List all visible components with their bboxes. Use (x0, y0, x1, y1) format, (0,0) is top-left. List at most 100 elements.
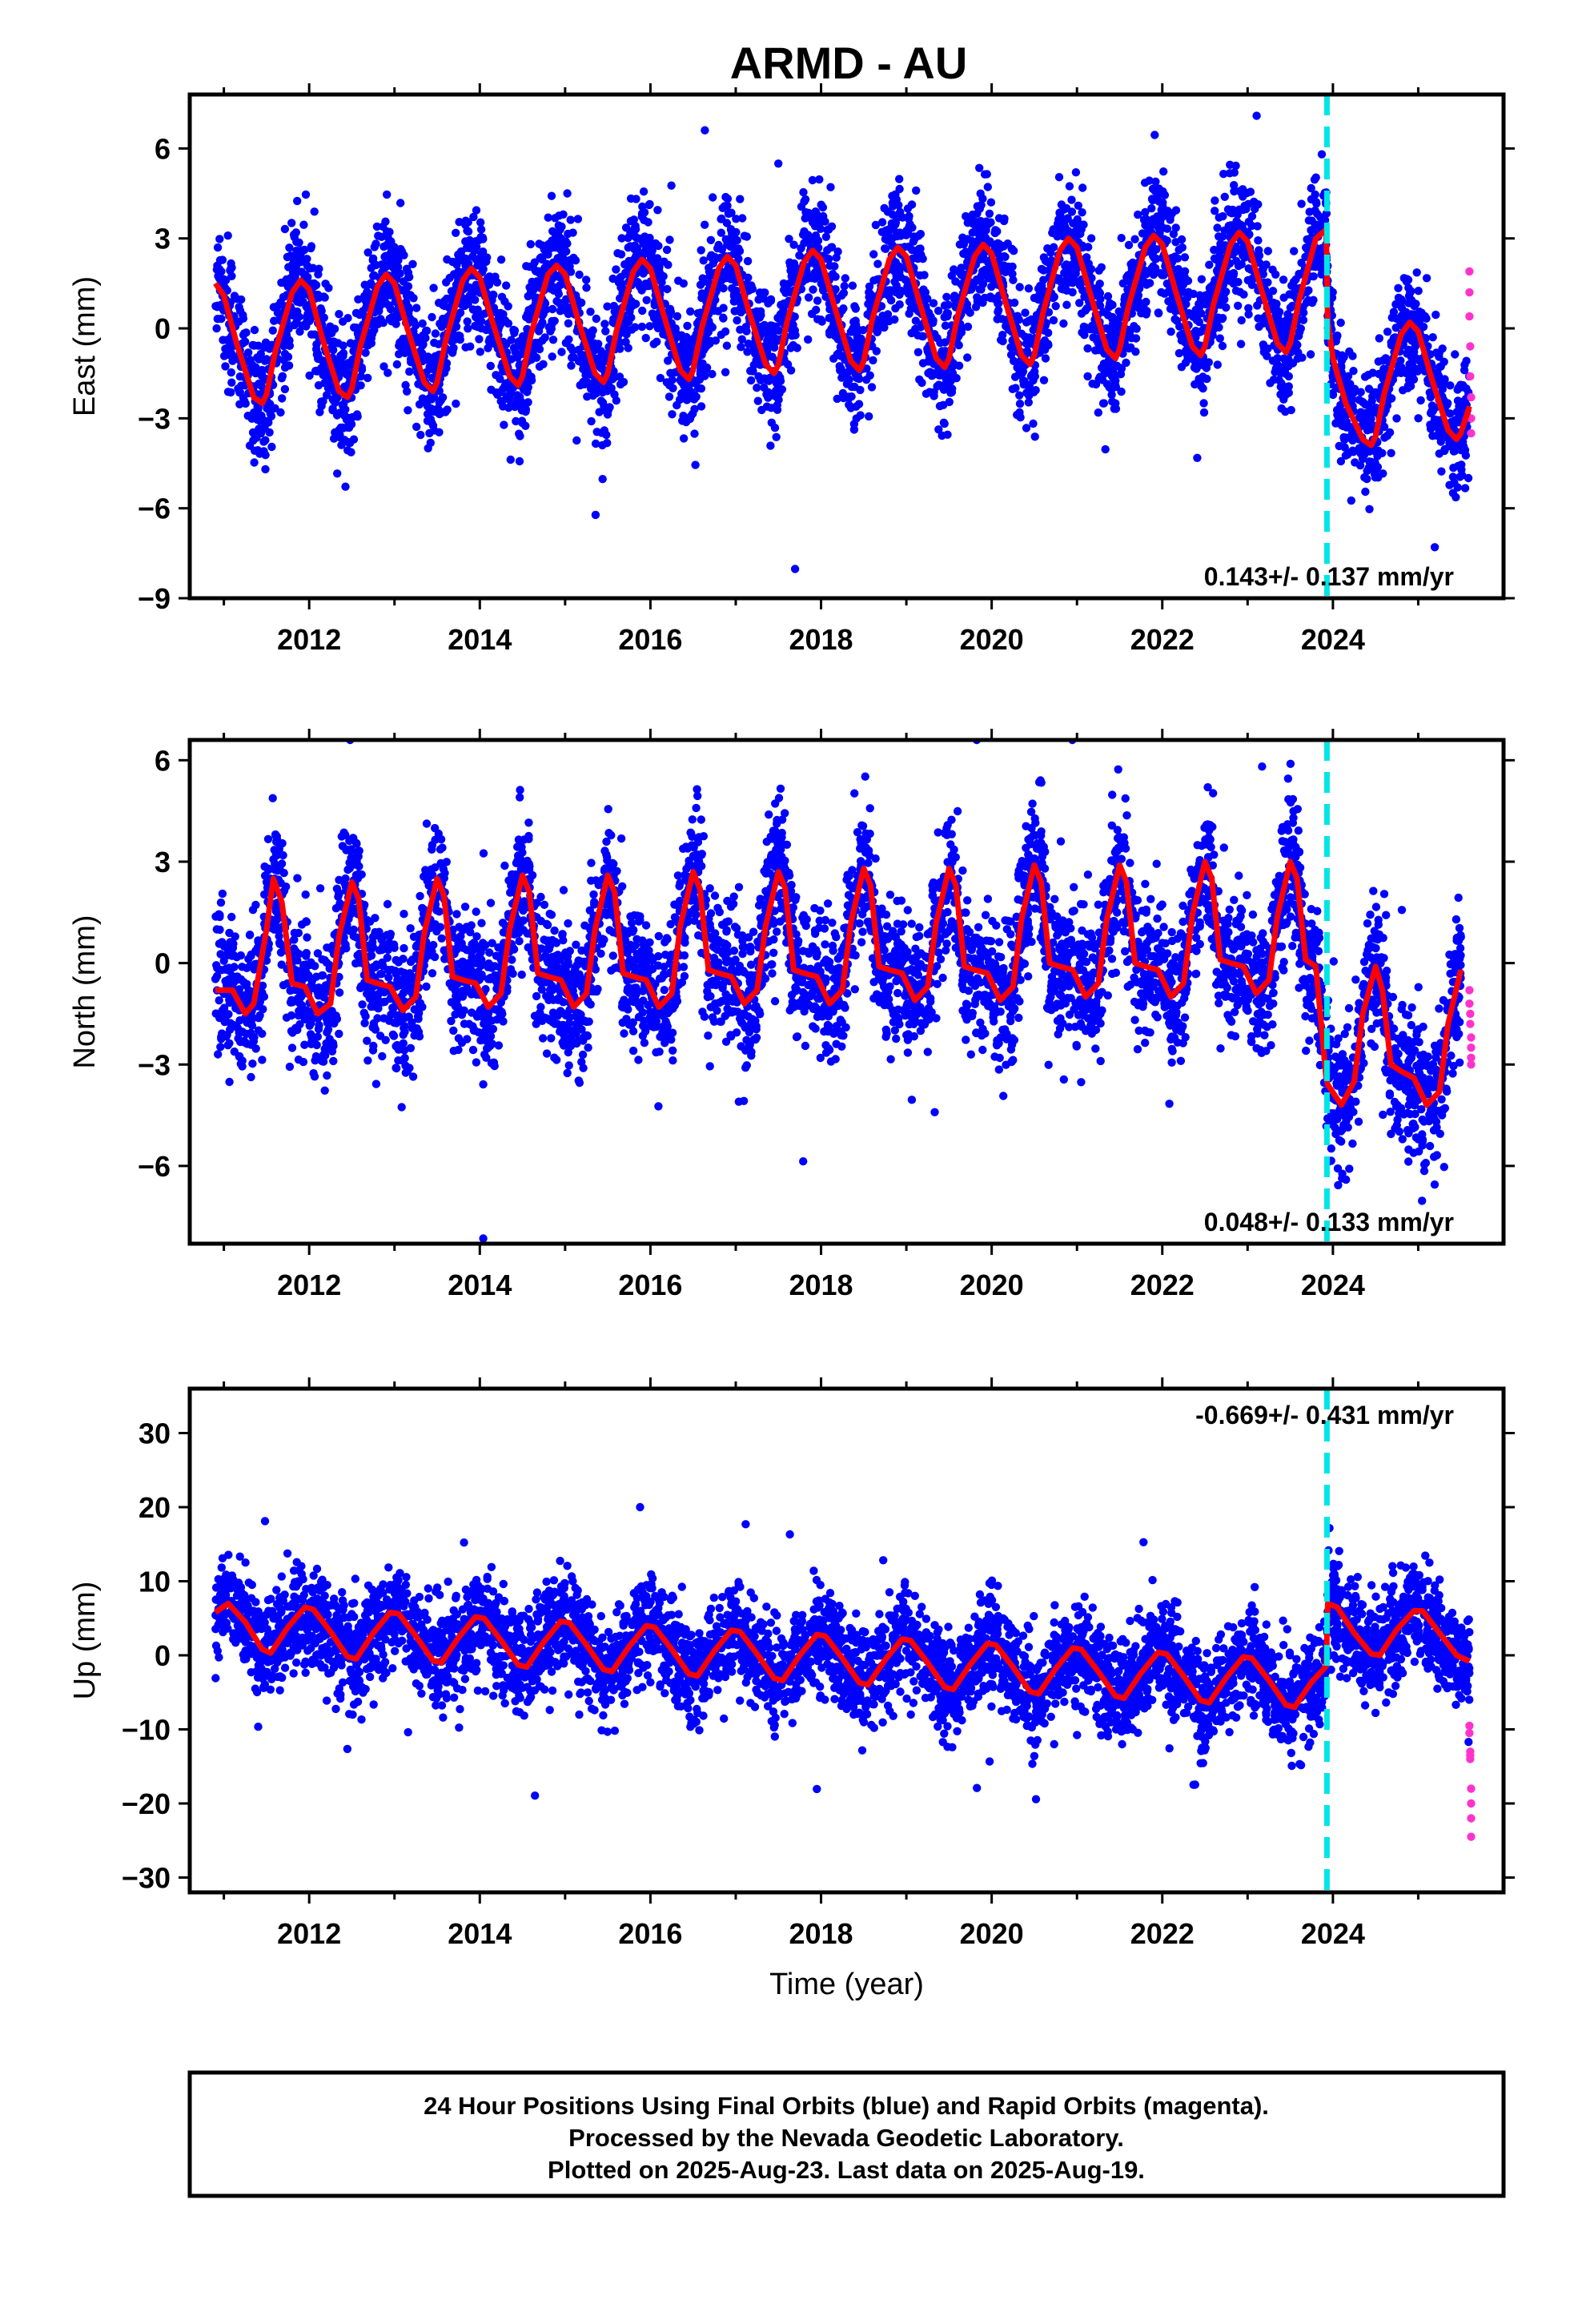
data-point-final (1404, 345, 1413, 354)
data-point-final (1067, 195, 1076, 204)
data-point-final (971, 303, 981, 312)
data-point-final (894, 262, 904, 271)
data-point-final (889, 202, 897, 211)
data-point-final (1295, 328, 1304, 336)
data-point-final (598, 398, 608, 407)
data-point-final (1303, 235, 1311, 244)
data-point-final (786, 366, 796, 375)
data-point-final (804, 335, 813, 344)
data-point-final (696, 370, 705, 379)
data-point-final (517, 416, 527, 425)
data-point-final (973, 293, 982, 302)
data-point-final (1211, 207, 1219, 215)
data-point-final (250, 325, 259, 335)
data-point-final (293, 196, 302, 206)
data-point-final (905, 287, 915, 296)
data-point-final (1094, 375, 1103, 384)
data-point-final (1076, 229, 1085, 239)
data-point-final (215, 235, 224, 243)
data-point-final (963, 353, 972, 362)
data-point-final (1431, 310, 1440, 320)
data-point-final (1117, 387, 1126, 396)
data-point-final (333, 469, 342, 478)
data-point-final (804, 293, 813, 302)
data-point-final (1437, 467, 1446, 476)
data-point-final (935, 401, 945, 411)
data-point-final (468, 305, 478, 314)
data-point-final (1046, 248, 1055, 257)
data-point-final (324, 283, 333, 292)
data-point-final (472, 206, 481, 215)
data-point-final (913, 348, 923, 356)
data-point-final (1026, 372, 1036, 380)
data-point-final (1065, 182, 1074, 191)
data-point-final (1015, 400, 1025, 408)
data-point-final (496, 255, 506, 264)
data-point-final (1228, 205, 1237, 215)
data-point-final (582, 283, 591, 292)
data-point-final (1215, 213, 1223, 222)
data-point-final (923, 294, 932, 304)
data-point-final (954, 267, 964, 276)
data-point-final (1205, 293, 1215, 302)
data-point-final (254, 404, 263, 414)
data-point-final (1391, 324, 1400, 332)
data-point-final (464, 300, 472, 308)
data-point-final (1067, 207, 1077, 216)
data-point-final (1410, 310, 1419, 319)
data-point-final (639, 187, 648, 196)
data-point-final (435, 409, 444, 419)
data-point-final (239, 314, 248, 323)
data-point-final (762, 402, 772, 411)
data-point-final (1162, 224, 1172, 233)
data-point-final (600, 426, 609, 435)
data-point-final (635, 234, 644, 243)
data-point-final (497, 397, 507, 406)
data-point-final (727, 271, 737, 280)
data-point-final (217, 314, 226, 324)
data-point-final (594, 340, 603, 348)
data-point-final (1122, 272, 1131, 282)
data-point-final (1150, 187, 1159, 195)
data-point-final (1024, 284, 1034, 293)
data-point-final (1173, 254, 1182, 263)
data-point-final (975, 285, 984, 294)
data-point-final (1340, 435, 1349, 444)
data-point-final (1304, 216, 1314, 225)
data-point-final (1196, 381, 1206, 391)
data-point-final (310, 207, 319, 216)
data-point-final (287, 219, 296, 227)
data-point-final (963, 235, 972, 243)
data-point-final (723, 195, 733, 203)
data-point-final (259, 424, 267, 433)
data-point-final (548, 227, 557, 235)
data-point-final (906, 298, 916, 308)
data-point-final (1412, 268, 1421, 277)
data-point-final (1037, 264, 1046, 274)
data-point-final (1380, 433, 1389, 442)
data-point-final (305, 264, 315, 273)
data-point-final (557, 348, 566, 356)
data-point-final (1291, 285, 1299, 295)
data-point-final (975, 163, 984, 172)
data-point-final (830, 262, 839, 271)
data-point-final (982, 170, 991, 179)
data-point-final (789, 240, 798, 249)
data-point-final (883, 286, 893, 295)
data-point-final (455, 254, 464, 263)
data-point-final (689, 409, 697, 418)
data-point-final (719, 283, 728, 293)
data-point-final (1371, 389, 1380, 398)
data-point-final (1365, 505, 1374, 513)
data-point-final (254, 341, 263, 350)
data-point-final (1147, 263, 1156, 273)
data-point-final (1020, 376, 1029, 385)
data-point-final (247, 360, 257, 369)
data-point-final (1164, 287, 1173, 296)
data-point-final (1146, 222, 1155, 231)
data-point-final (679, 434, 689, 443)
data-point-final (420, 397, 428, 407)
data-point-final (644, 218, 652, 227)
data-point-final (302, 322, 311, 331)
data-point-final (299, 220, 308, 229)
